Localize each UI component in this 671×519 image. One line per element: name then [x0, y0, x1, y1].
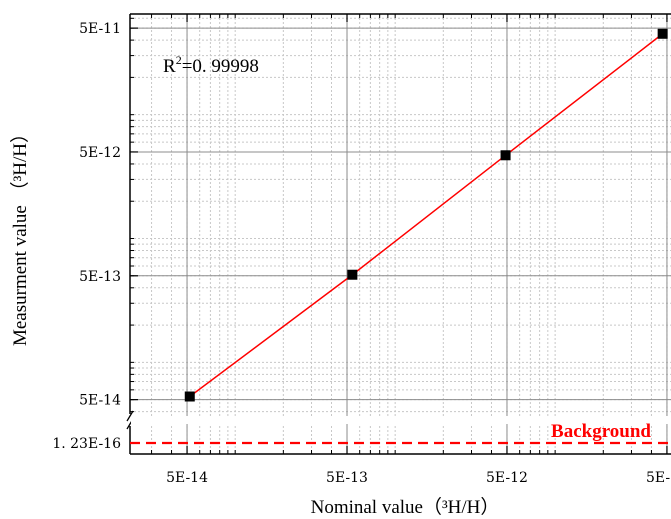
axis-break-gap: [131, 416, 671, 424]
plot-frame: [126, 13, 671, 455]
x-tick-label: 5E-12: [486, 470, 528, 486]
axis-ticks: [130, 14, 668, 454]
series-line: [189, 33, 664, 398]
r-squared-annotation: R2=0. 99998: [163, 53, 259, 77]
data-point: [500, 150, 511, 161]
data-point: [657, 28, 668, 39]
x-tick-label: 5E-13: [326, 470, 368, 486]
background-tick-label: 1. 23E-16: [52, 436, 121, 452]
x-axis-title: Nominal value（³H/H）: [311, 496, 500, 518]
data-series: [130, 28, 671, 445]
x-tick-label: 5E-11: [646, 470, 671, 486]
y-tick-label: 5E-13: [79, 269, 121, 285]
y-tick-label: 5E-11: [79, 21, 121, 37]
minor-grid: [130, 14, 671, 454]
major-grid: [130, 14, 671, 454]
y-axis-title: Measurment value （³H/H）: [9, 124, 31, 346]
tick-labels: 5E-14 5E-13 5E-12 5E-11 5E-14 5E-13 5E-12 5E-11…: [52, 21, 671, 486]
x-tick-label: 5E-14: [166, 470, 208, 486]
y-tick-label: 5E-14: [79, 393, 121, 409]
data-point: [347, 269, 358, 280]
y-tick-label: 5E-12: [79, 145, 121, 161]
background-label: Background: [551, 421, 651, 442]
axis-break-mark: [126, 410, 134, 422]
data-point: [184, 391, 195, 402]
